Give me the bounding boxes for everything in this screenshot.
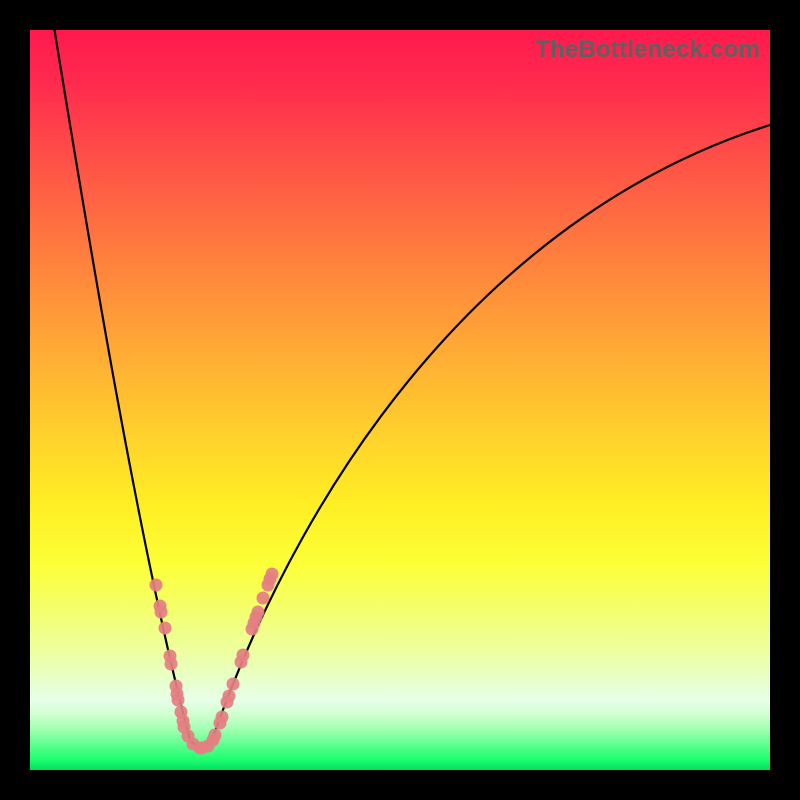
data-marker	[252, 606, 265, 619]
data-marker	[165, 658, 178, 671]
data-marker	[237, 649, 250, 662]
curve-layer	[30, 30, 770, 770]
data-marker	[209, 729, 222, 742]
data-marker	[257, 592, 270, 605]
watermark-text: TheBottleneck.com	[535, 36, 760, 64]
bottleneck-curve	[48, 30, 770, 746]
data-marker	[227, 678, 240, 691]
data-marker	[150, 579, 163, 592]
data-marker	[159, 622, 172, 635]
data-marker	[216, 711, 229, 724]
marker-group	[150, 568, 279, 755]
chart-frame: TheBottleneck.com	[0, 0, 800, 800]
data-marker	[172, 694, 185, 707]
plot-area: TheBottleneck.com	[30, 30, 770, 770]
data-marker	[223, 690, 236, 703]
data-marker	[155, 606, 168, 619]
data-marker	[266, 568, 279, 581]
